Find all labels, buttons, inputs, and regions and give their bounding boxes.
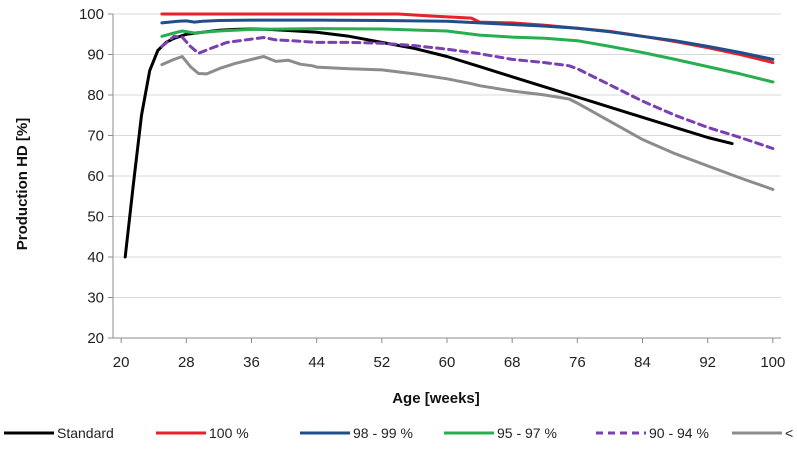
x-tick-label: 68 xyxy=(504,354,521,371)
legend-label: 90 - 94 % xyxy=(649,425,709,441)
y-tick-label: 20 xyxy=(87,330,104,347)
x-axis-title: Age [weeks] xyxy=(392,390,480,407)
y-tick-label: 30 xyxy=(87,290,104,307)
legend-label: 98 - 99 % xyxy=(353,425,413,441)
tick-labels: 20 30 40 50 60 70 80 90 100 20 28 36 44 52 60 68 76 84 92 1… xyxy=(79,6,785,371)
y-axis-title: Production HD [%] xyxy=(14,118,31,251)
y-tick-label: 40 xyxy=(87,249,104,266)
x-tick-label: 36 xyxy=(243,354,260,371)
legend: Standard 100 % 98 - 99 % 95 - 97 % 90 - 94 %… xyxy=(4,425,797,441)
legend-label: 95 - 97 % xyxy=(497,425,557,441)
series-line-5 xyxy=(160,55,775,191)
legend-label: < 90 % xyxy=(785,425,797,441)
series-lines xyxy=(123,12,775,259)
gridlines xyxy=(113,13,781,298)
y-tick-label: 90 xyxy=(87,47,104,64)
x-tick-label: 28 xyxy=(178,354,195,371)
x-tick-label: 44 xyxy=(308,354,325,371)
y-tick-label: 70 xyxy=(87,128,104,145)
x-tick-label: 84 xyxy=(634,354,651,371)
x-tick-label: 92 xyxy=(699,354,716,371)
y-tick-label: 50 xyxy=(87,209,104,226)
series-line-3 xyxy=(160,27,775,84)
axes xyxy=(108,13,781,343)
series-line-0 xyxy=(123,27,734,259)
legend-label: 100 % xyxy=(209,425,249,441)
y-tick-label: 60 xyxy=(87,168,104,185)
x-tick-label: 20 xyxy=(113,354,130,371)
x-tick-label: 60 xyxy=(439,354,456,371)
x-tick-label: 76 xyxy=(569,354,586,371)
y-tick-label: 100 xyxy=(79,6,104,23)
x-tick-label: 100 xyxy=(760,354,785,371)
x-tick-label: 52 xyxy=(373,354,390,371)
series-line-2 xyxy=(160,18,775,61)
series-line-4 xyxy=(160,34,775,150)
y-tick-label: 80 xyxy=(87,87,104,104)
legend-label: Standard xyxy=(57,425,114,441)
